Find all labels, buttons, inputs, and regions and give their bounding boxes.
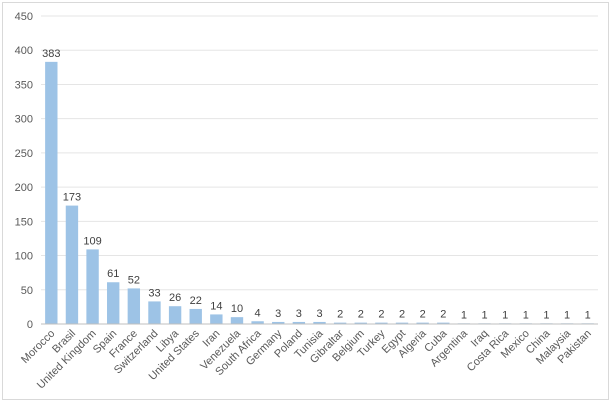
bar-germany bbox=[272, 321, 285, 324]
data-label: 173 bbox=[63, 192, 81, 204]
bar-poland bbox=[292, 321, 306, 324]
y-tick-label: 250 bbox=[15, 148, 33, 160]
bar-algeria bbox=[416, 322, 429, 324]
y-tick-label: 350 bbox=[15, 79, 33, 91]
data-label: 3 bbox=[316, 308, 322, 320]
data-label: 3 bbox=[296, 308, 302, 320]
data-label: 2 bbox=[440, 309, 446, 321]
data-label: 2 bbox=[358, 309, 364, 321]
data-label: 14 bbox=[210, 300, 222, 312]
data-label: 2 bbox=[420, 309, 426, 321]
data-label: 2 bbox=[399, 309, 405, 321]
data-label: 1 bbox=[502, 309, 508, 321]
data-label: 1 bbox=[564, 309, 570, 321]
data-label: 33 bbox=[148, 287, 160, 299]
y-axis-ticks: 0 50 100 150 200 250 300 350 400 450 bbox=[15, 11, 33, 331]
bar-morocco bbox=[45, 61, 58, 324]
bar-gibraltar bbox=[333, 322, 347, 324]
data-label: 1 bbox=[481, 309, 487, 321]
y-tick-label: 150 bbox=[15, 216, 33, 228]
bar-tunisia bbox=[313, 321, 326, 324]
bar-iran bbox=[210, 314, 223, 324]
bar-united-kingdom bbox=[86, 249, 99, 324]
chart-frame bbox=[2, 2, 609, 400]
data-label: 4 bbox=[255, 307, 261, 319]
data-label: 22 bbox=[190, 295, 202, 307]
y-tick-label: 450 bbox=[15, 11, 33, 23]
bar-brasil bbox=[65, 205, 79, 324]
bar-cuba bbox=[437, 322, 450, 324]
data-label: 1 bbox=[523, 309, 529, 321]
data-label: 52 bbox=[128, 274, 140, 286]
bar-france bbox=[127, 288, 141, 324]
bar-libya bbox=[168, 306, 182, 324]
y-tick-label: 300 bbox=[15, 114, 33, 126]
gridlines bbox=[41, 15, 598, 291]
bars bbox=[45, 61, 594, 324]
data-label: 1 bbox=[585, 309, 591, 321]
bar-belgium bbox=[354, 322, 367, 324]
data-label: 383 bbox=[42, 48, 60, 60]
data-label: 2 bbox=[378, 309, 384, 321]
bar-egypt bbox=[395, 322, 409, 324]
data-label: 2 bbox=[337, 309, 343, 321]
bar-spain bbox=[107, 282, 120, 324]
y-tick-label: 100 bbox=[15, 251, 33, 263]
bar-turkey bbox=[375, 322, 388, 324]
data-label: 10 bbox=[231, 303, 243, 315]
bar-united-states bbox=[189, 308, 202, 324]
bar-venezuela bbox=[230, 317, 244, 324]
y-tick-label: 400 bbox=[15, 45, 33, 57]
data-label: 1 bbox=[543, 309, 549, 321]
y-tick-label: 50 bbox=[21, 285, 33, 297]
y-tick-label: 0 bbox=[27, 319, 33, 331]
data-label: 109 bbox=[83, 235, 101, 247]
bar-south-africa bbox=[251, 321, 264, 324]
bar-switzerland bbox=[148, 301, 161, 324]
data-label: 26 bbox=[169, 292, 181, 304]
data-label: 61 bbox=[107, 268, 119, 280]
y-tick-label: 200 bbox=[15, 182, 33, 194]
data-label: 3 bbox=[275, 308, 281, 320]
data-label: 1 bbox=[461, 309, 467, 321]
